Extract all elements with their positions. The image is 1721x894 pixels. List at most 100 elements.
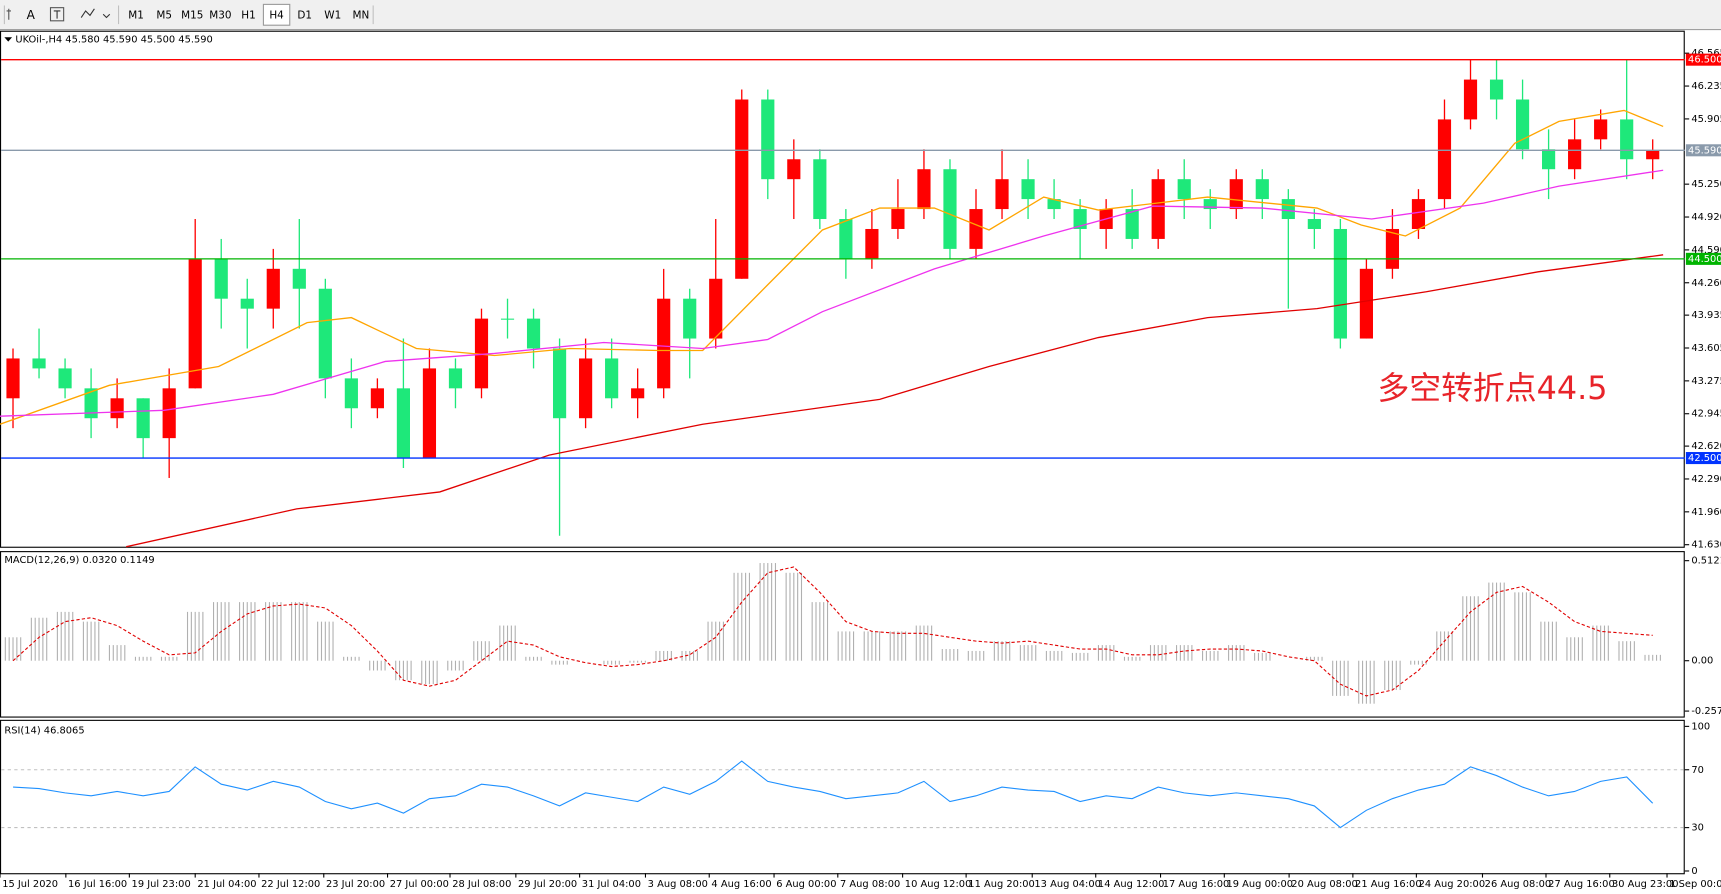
annotation: 多空转折点44.5 xyxy=(1377,370,1607,407)
candle-body xyxy=(1489,79,1504,100)
y-tick-label: 42.620 xyxy=(1691,441,1721,452)
y-tick-label: 0.5121 xyxy=(1691,556,1721,567)
y-tick-label: 41.630 xyxy=(1691,540,1721,551)
candle-body xyxy=(1177,179,1191,200)
x-tick-label: 3 Aug 08:00 xyxy=(648,879,708,890)
x-tick-label: 10 Aug 12:00 xyxy=(905,879,972,890)
timeframe-button[interactable]: M15 xyxy=(181,9,203,21)
text-tool[interactable]: A xyxy=(27,8,36,22)
candle-body xyxy=(526,318,541,349)
candle-body xyxy=(917,169,931,210)
x-tick-label: 29 Jul 20:00 xyxy=(518,879,577,890)
timeframe-button[interactable]: MN xyxy=(352,9,369,21)
y-tick-label: 44.260 xyxy=(1691,278,1721,289)
candle-body xyxy=(579,358,593,419)
candle-body xyxy=(58,368,72,389)
y-tick-label: 100 xyxy=(1691,721,1710,732)
candle-body xyxy=(891,209,905,229)
x-tick-label: 11 Aug 20:00 xyxy=(968,879,1035,890)
candle-body xyxy=(1437,119,1452,200)
candle-body xyxy=(1594,119,1608,140)
objects-menu[interactable] xyxy=(80,8,111,19)
candle-body xyxy=(1021,179,1035,200)
timeframe-button[interactable]: M1 xyxy=(128,9,144,21)
moving-average xyxy=(126,254,1664,548)
candle-body xyxy=(1646,150,1660,160)
crosshair-icon[interactable] xyxy=(6,8,11,20)
candle-body xyxy=(84,388,98,419)
candle-body xyxy=(1281,199,1295,220)
panel-title: MACD(12,26,9) 0.0320 0.1149 xyxy=(4,555,154,566)
candle-body xyxy=(1255,179,1269,200)
y-tick-label: 44.920 xyxy=(1691,212,1721,223)
x-tick-label: 30 Aug 23:00 xyxy=(1612,879,1679,890)
x-tick-label: 15 Jul 2020 xyxy=(2,879,58,890)
candle-body xyxy=(474,318,489,389)
candle-body xyxy=(1125,209,1139,239)
label-tool[interactable] xyxy=(49,7,65,22)
price-tag xyxy=(1685,452,1721,465)
candle-body xyxy=(214,258,228,299)
candle-body xyxy=(1568,139,1582,170)
price-tag-label: 45.590 xyxy=(1688,145,1721,156)
price-tag-label: 44.500 xyxy=(1688,254,1721,265)
x-tick-label: 24 Aug 20:00 xyxy=(1419,879,1486,890)
candle-body xyxy=(136,398,150,439)
y-tick-label: 43.935 xyxy=(1691,310,1721,321)
candle-body xyxy=(1620,119,1634,160)
candle-body xyxy=(552,348,567,419)
candle-body xyxy=(683,298,697,339)
candle-body xyxy=(6,358,20,399)
symbol-marker xyxy=(4,37,13,42)
candle-body xyxy=(1229,179,1243,210)
candle-body xyxy=(943,169,957,249)
candle-body xyxy=(240,298,254,309)
x-tick-label: 20 Aug 08:00 xyxy=(1291,879,1358,890)
candle-body xyxy=(188,258,202,389)
macd-signal xyxy=(12,566,1653,697)
x-tick-label: 21 Jul 04:00 xyxy=(197,879,256,890)
candle-body xyxy=(813,159,827,220)
candle-body xyxy=(631,388,645,399)
timeframe-button[interactable]: H1 xyxy=(241,9,255,21)
candle-body xyxy=(422,368,437,459)
timeframe-button[interactable]: H4 xyxy=(269,9,284,21)
x-tick-label: 21 Aug 16:00 xyxy=(1355,879,1422,890)
y-tick-label: 41.960 xyxy=(1691,507,1721,518)
rsi-panel xyxy=(0,719,1685,875)
y-tick-label: 43.605 xyxy=(1691,343,1721,354)
candle-body xyxy=(266,268,280,309)
candle-body xyxy=(370,388,384,409)
price-tag-label: 42.500 xyxy=(1688,453,1721,464)
x-tick-label: 19 Jul 23:00 xyxy=(132,879,191,890)
candle-body xyxy=(865,228,879,259)
timeframe-button[interactable]: M5 xyxy=(156,9,172,21)
timeframe-button[interactable]: W1 xyxy=(324,9,341,21)
x-tick-label: 23 Jul 20:00 xyxy=(326,879,385,890)
candle-body xyxy=(995,179,1009,210)
x-tick-label: 31 Jul 04:00 xyxy=(582,879,641,890)
x-tick-label: 27 Jul 00:00 xyxy=(390,879,449,890)
candle-body xyxy=(735,99,749,279)
rsi-line xyxy=(13,760,1654,829)
y-tick-label: 45.905 xyxy=(1691,114,1721,125)
timeframe-button[interactable]: M30 xyxy=(209,9,231,21)
y-tick-label: 46.235 xyxy=(1691,81,1721,92)
label-tool-glyph xyxy=(53,10,61,19)
candle-body xyxy=(605,358,619,399)
candle-body xyxy=(1542,149,1556,170)
candle-body xyxy=(657,298,671,389)
x-tick-label: 6 Aug 00:00 xyxy=(776,879,836,890)
candle-body xyxy=(448,368,463,389)
candle-body xyxy=(1463,79,1478,120)
active-timeframe xyxy=(262,3,291,26)
candle-body xyxy=(1151,179,1165,239)
price-tag xyxy=(1685,144,1721,157)
candle-body xyxy=(110,398,124,419)
candle-body xyxy=(162,388,176,439)
candle-body xyxy=(787,159,801,180)
x-tick-label: 22 Jul 12:00 xyxy=(261,879,320,890)
x-tick-label: 14 Aug 12:00 xyxy=(1098,879,1165,890)
timeframe-button[interactable]: D1 xyxy=(297,9,312,21)
